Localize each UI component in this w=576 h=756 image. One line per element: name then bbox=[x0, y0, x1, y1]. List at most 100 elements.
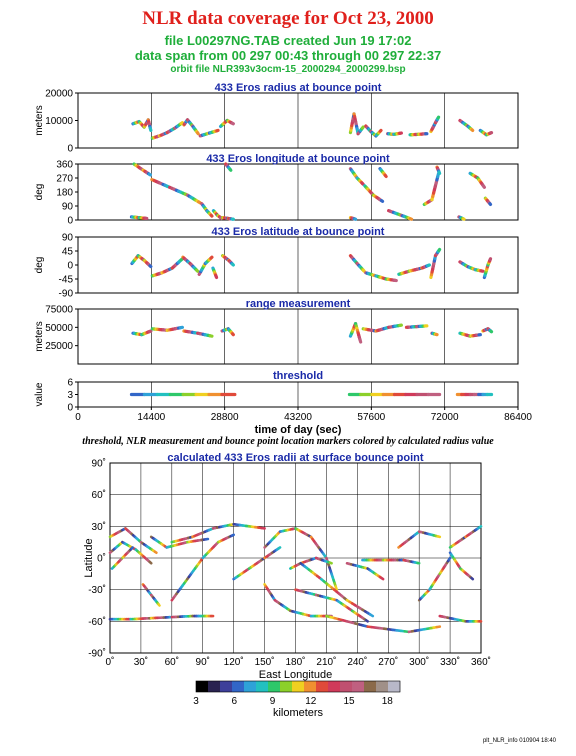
colorbar-cell bbox=[256, 681, 269, 692]
map-mark bbox=[148, 560, 153, 565]
map-x-tick-label: 120˚ bbox=[224, 656, 244, 668]
data-mark bbox=[481, 184, 486, 189]
map-mark bbox=[364, 618, 369, 623]
map-x-tick-label: 270˚ bbox=[378, 656, 398, 668]
y-tick-label: 90 bbox=[62, 233, 74, 244]
colorbar-tick-label: 18 bbox=[382, 696, 394, 707]
y-axis-label: deg bbox=[34, 184, 45, 201]
map-x-tick-label: 360˚ bbox=[471, 656, 491, 668]
map-y-tick-label: -90˚ bbox=[88, 648, 106, 660]
y-tick-label: 0 bbox=[67, 403, 73, 414]
x-tick-label: 72000 bbox=[431, 412, 459, 423]
y-tick-label: 0 bbox=[67, 216, 73, 227]
colorbar-cell bbox=[340, 681, 353, 692]
colorbar-cell bbox=[376, 681, 389, 692]
colorbar-cell bbox=[328, 681, 341, 692]
map-mark bbox=[277, 546, 282, 550]
y-tick-label: 0 bbox=[67, 144, 73, 155]
y-tick-label: 0 bbox=[67, 261, 73, 272]
data-mark bbox=[209, 213, 214, 218]
data-span: data span from 00 297 00:43 through 00 2… bbox=[134, 48, 442, 63]
y-tick-label: 10000 bbox=[45, 116, 73, 127]
map-x-tick-label: 210˚ bbox=[316, 656, 336, 668]
x-axis-label: time of day (sec) bbox=[255, 424, 342, 436]
colorbar-label: kilometers bbox=[273, 707, 324, 719]
y-axis-label: value bbox=[34, 382, 45, 406]
data-mark bbox=[383, 173, 388, 179]
y-axis-label: meters bbox=[34, 321, 45, 352]
y-tick-label: 50000 bbox=[45, 323, 73, 334]
colorbar-tick-label: 15 bbox=[343, 696, 355, 707]
colorbar-cell bbox=[304, 681, 317, 692]
data-mark bbox=[228, 167, 233, 172]
footer-label: plt_NLR_info 010904 18:40 bbox=[482, 738, 556, 744]
colorbar-cell bbox=[388, 681, 401, 692]
data-mark bbox=[195, 131, 200, 136]
data-mark bbox=[179, 121, 184, 125]
map-mark bbox=[435, 625, 442, 629]
y-axis-label: deg bbox=[34, 257, 45, 274]
y-axis-label: meters bbox=[34, 105, 45, 136]
colorbar-tick-label: 9 bbox=[270, 696, 276, 707]
data-mark bbox=[231, 262, 235, 267]
x-tick-label: 57600 bbox=[357, 412, 385, 423]
map-mark bbox=[478, 525, 483, 529]
file-info: file L00297NG.TAB created Jun 19 17:02 bbox=[164, 33, 412, 48]
map-y-tick-label: 0˚ bbox=[97, 553, 106, 565]
orbit-file: orbit file NLR393v3ocm-15_2000294_200029… bbox=[170, 64, 406, 75]
colorbar-cell bbox=[244, 681, 257, 692]
y-tick-label: 45 bbox=[62, 247, 74, 258]
data-mark bbox=[360, 181, 365, 186]
map-y-tick-label: 90˚ bbox=[92, 458, 106, 470]
panel-title: 433 Eros radius at bounce point bbox=[215, 82, 382, 94]
colorbar-cell bbox=[280, 681, 293, 692]
data-mark bbox=[360, 125, 365, 130]
colorbar-cell bbox=[268, 681, 281, 692]
y-tick-label: 270 bbox=[56, 174, 73, 185]
colorbar-cell bbox=[232, 681, 245, 692]
data-mark bbox=[209, 255, 214, 260]
colorbar-cell bbox=[220, 681, 233, 692]
map-mark bbox=[153, 550, 158, 555]
colorbar-tick-label: 6 bbox=[231, 696, 237, 707]
y-tick-label: 360 bbox=[56, 160, 73, 171]
map-y-tick-label: -30˚ bbox=[88, 584, 106, 596]
data-mark bbox=[179, 257, 184, 262]
x-tick-label: 86400 bbox=[504, 412, 532, 423]
map-y-tick-label: 30˚ bbox=[92, 521, 106, 533]
map-mark bbox=[470, 576, 475, 581]
map-x-tick-label: 240˚ bbox=[347, 656, 367, 668]
y-tick-label: -45 bbox=[59, 275, 74, 286]
y-tick-label: 6 bbox=[67, 378, 73, 389]
y-tick-label: 3 bbox=[67, 390, 73, 401]
caption: threshold, NLR measurement and bounce po… bbox=[82, 436, 494, 447]
colorbar-tick-label: 12 bbox=[305, 696, 317, 707]
panel-title: 433 Eros latitude at bounce point bbox=[212, 226, 385, 238]
y-tick-label: 20000 bbox=[45, 89, 73, 100]
x-tick-label: 14400 bbox=[137, 412, 165, 423]
map-mark bbox=[436, 535, 442, 539]
y-tick-label: 90 bbox=[62, 202, 74, 213]
data-mark bbox=[148, 264, 153, 269]
map-x-axis-label: East Longitude bbox=[259, 669, 332, 681]
data-mark bbox=[470, 128, 475, 132]
panel-title: range measurement bbox=[246, 298, 351, 310]
data-mark bbox=[197, 200, 202, 205]
data-mark bbox=[378, 128, 383, 133]
map-mark bbox=[380, 576, 385, 581]
map-title: calculated 433 Eros radii at surface bou… bbox=[167, 452, 423, 464]
data-mark bbox=[488, 202, 493, 207]
colorbar-cell bbox=[292, 681, 305, 692]
panel-title: 433 Eros longitude at bounce point bbox=[206, 153, 390, 165]
data-mark bbox=[147, 172, 152, 177]
y-tick-label: 75000 bbox=[45, 305, 73, 316]
data-mark bbox=[379, 198, 385, 203]
y-tick-label: -90 bbox=[59, 289, 74, 300]
map-mark bbox=[368, 613, 375, 618]
y-tick-label: 180 bbox=[56, 188, 73, 199]
map-mark bbox=[157, 603, 161, 607]
colorbar-cell bbox=[352, 681, 365, 692]
map-x-tick-label: 30˚ bbox=[134, 656, 148, 668]
map-y-tick-label: 60˚ bbox=[92, 489, 106, 501]
y-tick-label: 25000 bbox=[45, 341, 73, 352]
